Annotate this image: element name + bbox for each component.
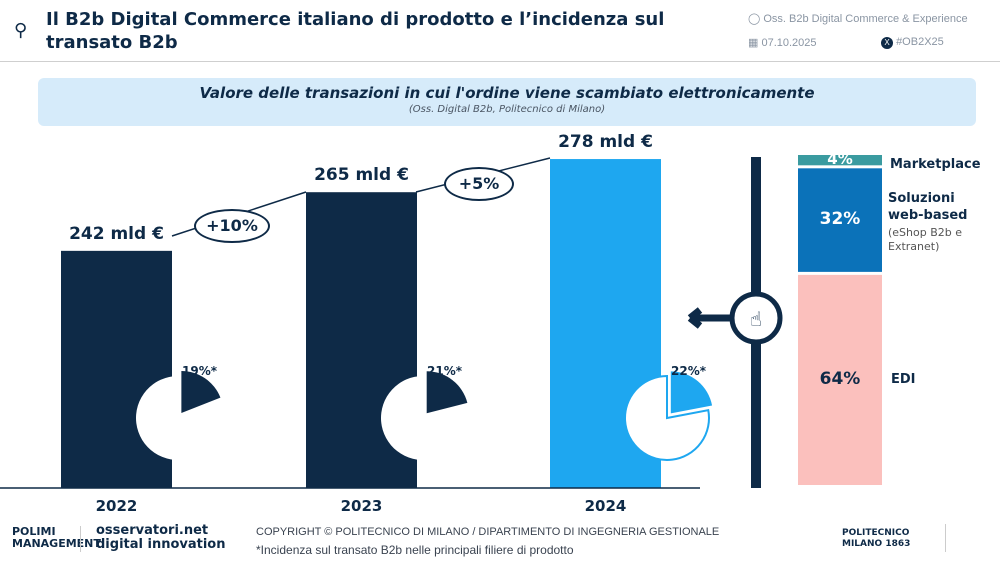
page-title: Il B2b Digital Commerce italiano di prod… [46, 9, 665, 53]
pie-rest-2023 [380, 376, 465, 460]
chart-title-box: Valore delle transazioni in cui l'ordine… [38, 78, 976, 126]
year-label-2024: 2024 [584, 497, 627, 515]
stack-segment-1 [798, 168, 882, 272]
chart-title: Valore delle transazioni in cui l'ordine… [199, 84, 815, 102]
legend-web-based-note: (eShop B2b e Extranet) [888, 226, 963, 253]
x-logo-icon: X [881, 37, 893, 49]
pie-rest-2024 [624, 374, 710, 461]
arrow-left-icon [687, 307, 732, 329]
header-divider [0, 61, 1000, 62]
pie-slice-2024 [670, 371, 713, 414]
value-label-2022: 242 mld € [69, 223, 164, 244]
bubble-icon: ◯ [748, 13, 764, 25]
value-label-2023: 265 mld € [314, 165, 409, 186]
legend-edi: EDI [891, 372, 916, 387]
stack-label-2: 64% [819, 368, 861, 389]
footnote: *Incidenza sul transato B2b nelle princi… [256, 543, 574, 557]
incidence-label-2024: 22%* [671, 364, 706, 378]
observatory-label: ◯ Oss. B2b Digital Commerce & Experience [748, 13, 968, 25]
search-bubble-icon: ⚲ [14, 20, 28, 41]
hashtag-label[interactable]: X #OB2X25 [881, 36, 944, 49]
copyright: COPYRIGHT © POLITECNICO DI MILANO / DIPA… [256, 526, 720, 538]
hand-glyph: ☝ [750, 307, 762, 331]
incidence-label-2022: 19%* [182, 364, 217, 378]
polimi-management-logo: POLIMI MANAGEMENT [12, 525, 101, 550]
chart-source: (Oss. Digital B2b, Politecnico di Milano… [408, 104, 606, 115]
incidence-label-2023: 21%* [427, 364, 462, 378]
calendar-icon: ▦ [748, 37, 762, 49]
growth-label-2024: +5% [444, 167, 514, 201]
pie-slice-2022 [181, 371, 221, 414]
pie-rest-2022 [136, 376, 220, 460]
logo-divider [80, 526, 81, 552]
legend-web-based: Soluzioni web-based [888, 191, 968, 223]
growth-label-2023: +10% [194, 209, 270, 243]
politecnico-logo: POLITECNICO MILANO 1863 [842, 528, 911, 549]
osservatori-logo: osservatori.net digital innovation [96, 523, 226, 552]
pie-slice-2023 [426, 371, 468, 414]
year-label-2023: 2023 [340, 497, 383, 515]
legend-marketplace: Marketplace [890, 157, 981, 172]
logo-divider-right [945, 524, 946, 552]
stack-label-0: 4% [827, 150, 853, 169]
value-label-2024: 278 mld € [558, 132, 653, 153]
year-label-2022: 2022 [95, 497, 138, 515]
stack-label-1: 32% [819, 209, 861, 230]
stack-segment-0 [798, 155, 882, 166]
date-label: ▦ 07.10.2025 [748, 37, 817, 49]
stack-segment-2 [798, 274, 882, 485]
